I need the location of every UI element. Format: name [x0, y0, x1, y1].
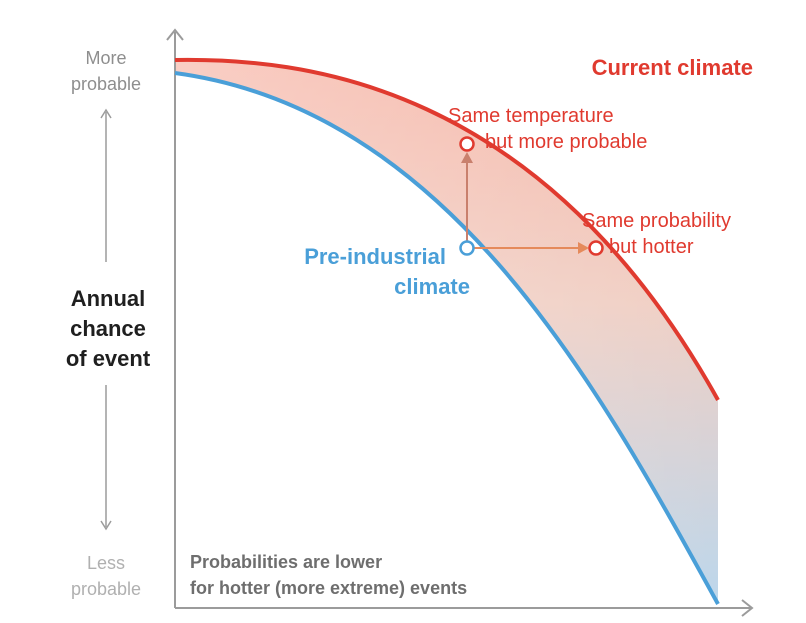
- less-probable-label-line2: probable: [71, 579, 141, 599]
- more-probable-label-line1: More: [85, 48, 126, 68]
- y-axis-arrowhead: [166, 28, 184, 41]
- preindustrial-curve: [174, 71, 720, 605]
- preindustrial-label-line1: Pre-industrial: [304, 244, 446, 269]
- footnote-line1: Probabilities are lower: [190, 552, 382, 572]
- more-probable-label-line2: probable: [71, 74, 141, 94]
- x-axis-arrowhead: [741, 599, 754, 617]
- preindustrial-label-line2: climate: [394, 274, 470, 299]
- same-temperature-arrow: [461, 152, 473, 248]
- shaded-band-highlight: [175, 59, 718, 604]
- axes: [166, 28, 754, 617]
- footnote-line2: for hotter (more extreme) events: [190, 578, 467, 598]
- arrow-up-head: [461, 152, 473, 163]
- same-probability-line2: but hotter: [609, 236, 694, 258]
- current-climate-label: Current climate: [592, 55, 753, 80]
- same-temperature-line1: Same temperature: [448, 105, 614, 127]
- same-temperature-point: [459, 136, 475, 152]
- y-axis-title-line1: Annual: [71, 286, 146, 311]
- preindustrial-point: [459, 240, 475, 256]
- y-axis-direction-arrows: [100, 108, 112, 531]
- same-probability-point: [588, 240, 604, 256]
- same-probability-arrow: [467, 242, 589, 254]
- arrow-right-head: [578, 242, 589, 254]
- same-probability-line1: Same probability: [582, 210, 731, 232]
- y-axis-title-line3: of event: [66, 346, 151, 371]
- current-climate-curve: [174, 57, 720, 401]
- y-axis-title-line2: chance: [70, 316, 146, 341]
- less-probable-label-line1: Less: [87, 553, 125, 573]
- same-temperature-line2: but more probable: [485, 131, 647, 153]
